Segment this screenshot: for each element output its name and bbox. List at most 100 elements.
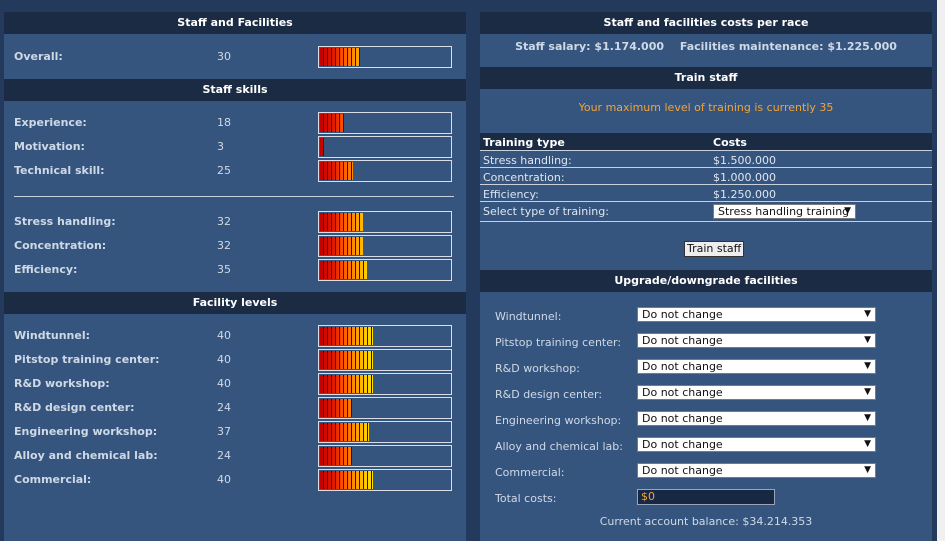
skill-row: Technical skill: 25 <box>4 160 466 182</box>
level-fill <box>320 114 344 132</box>
total-costs-row: Total costs: $0 <box>480 489 932 509</box>
facility-label: R&D design center: <box>14 401 135 414</box>
train-staff-button[interactable]: Train staff <box>684 241 745 257</box>
level-fill <box>320 327 373 345</box>
skill-value: 3 <box>217 140 224 153</box>
facility-value: 40 <box>217 377 231 390</box>
skill-row: Experience: 18 <box>4 112 466 134</box>
facility-change-select[interactable]: Do not change ▼ <box>637 385 876 400</box>
facility-row: Windtunnel: 40 <box>4 325 466 347</box>
facility-row: Commercial: 40 <box>4 469 466 491</box>
level-fill <box>320 261 367 279</box>
chevron-down-icon: ▼ <box>864 387 871 397</box>
facility-levels-header: Facility levels <box>4 292 466 314</box>
skill-label: Technical skill: <box>14 164 105 177</box>
training-type: Concentration: <box>483 171 565 184</box>
skill-level-bar <box>318 235 452 257</box>
facility-change-row: Alloy and chemical lab: Do not change ▼ <box>480 437 932 457</box>
training-cost: $1.500.000 <box>713 154 776 167</box>
skill-value: 32 <box>217 239 231 252</box>
select-training-label: Select type of training: <box>483 205 609 218</box>
page-scrollbar[interactable] <box>937 0 945 541</box>
facility-change-select[interactable]: Do not change ▼ <box>637 437 876 452</box>
facility-change-select[interactable]: Do not change ▼ <box>637 307 876 322</box>
level-fill <box>320 375 373 393</box>
facility-change-row: Windtunnel: Do not change ▼ <box>480 307 932 327</box>
training-notice: Your maximum level of training is curren… <box>578 101 834 114</box>
skill-level-bar <box>318 112 452 134</box>
training-type-header: Training type <box>483 136 565 149</box>
overall-row: Overall: 30 <box>4 46 466 68</box>
staff-facilities-panel: Staff and Facilities Overall: 30 Staff s… <box>4 12 466 541</box>
overall-level-bar <box>318 46 452 68</box>
facility-level-bar <box>318 469 452 491</box>
facility-row: Alloy and chemical lab: 24 <box>4 445 466 467</box>
facility-label: Alloy and chemical lab: <box>14 449 158 462</box>
level-fill <box>320 471 373 489</box>
facility-row: Engineering workshop: 37 <box>4 421 466 443</box>
facility-change-label: Windtunnel: <box>495 310 562 323</box>
level-fill <box>320 237 363 255</box>
facility-level-bar <box>318 397 452 419</box>
training-type-selected: Stress handling training <box>718 205 850 218</box>
facility-change-select[interactable]: Do not change ▼ <box>637 463 876 478</box>
skill-label: Experience: <box>14 116 87 129</box>
facility-change-value: Do not change <box>642 412 723 425</box>
chevron-down-icon: ▼ <box>864 309 871 319</box>
facility-change-value: Do not change <box>642 438 723 451</box>
costs-header: Staff and facilities costs per race <box>480 12 932 34</box>
training-row: Stress handling: $1.500.000 <box>480 151 932 168</box>
level-fill <box>320 423 369 441</box>
facility-change-row: Commercial: Do not change ▼ <box>480 463 932 483</box>
facility-change-select[interactable]: Do not change ▼ <box>637 359 876 374</box>
facility-row: R&D design center: 24 <box>4 397 466 419</box>
facility-level-bar <box>318 325 452 347</box>
costs-training-panel: Staff and facilities costs per race Staf… <box>480 12 932 541</box>
facility-label: Pitstop training center: <box>14 353 160 366</box>
facility-change-select[interactable]: Do not change ▼ <box>637 411 876 426</box>
staff-facilities-header: Staff and Facilities <box>4 12 466 34</box>
facility-value: 37 <box>217 425 231 438</box>
total-costs-field: $0 <box>637 489 775 505</box>
skill-label: Concentration: <box>14 239 107 252</box>
level-fill <box>320 447 352 465</box>
chevron-down-icon: ▼ <box>864 465 871 475</box>
facility-label: Commercial: <box>14 473 92 486</box>
costs-summary: Staff salary: $1.174.000 Facilities main… <box>480 40 932 53</box>
facility-change-row: R&D design center: Do not change ▼ <box>480 385 932 405</box>
facility-change-label: Engineering workshop: <box>495 414 622 427</box>
training-type: Stress handling: <box>483 154 572 167</box>
chevron-down-icon: ▼ <box>864 413 871 423</box>
facility-change-select[interactable]: Do not change ▼ <box>637 333 876 348</box>
facility-row: Pitstop training center: 40 <box>4 349 466 371</box>
chevron-down-icon: ▼ <box>844 206 851 216</box>
skill-row: Efficiency: 35 <box>4 259 466 281</box>
facility-label: Engineering workshop: <box>14 425 158 438</box>
account-balance: Current account balance: $34.214.353 <box>599 515 813 528</box>
facility-value: 40 <box>217 473 231 486</box>
skill-value: 35 <box>217 263 231 276</box>
training-row: Efficiency: $1.250.000 <box>480 185 932 202</box>
training-type-select[interactable]: Stress handling training ▼ <box>713 204 856 219</box>
facility-change-row: Engineering workshop: Do not change ▼ <box>480 411 932 431</box>
facility-level-bar <box>318 349 452 371</box>
training-select-row: Select type of training: Stress handling… <box>480 202 932 222</box>
level-fill <box>320 138 324 156</box>
level-fill <box>320 399 352 417</box>
skill-level-bar <box>318 211 452 233</box>
facility-change-row: Pitstop training center: Do not change ▼ <box>480 333 932 353</box>
skill-label: Efficiency: <box>14 263 78 276</box>
skill-value: 25 <box>217 164 231 177</box>
training-cost: $1.250.000 <box>713 188 776 201</box>
staff-skills-header: Staff skills <box>4 79 466 101</box>
skills-divider <box>14 196 454 197</box>
skill-row: Motivation: 3 <box>4 136 466 158</box>
skill-row: Concentration: 32 <box>4 235 466 257</box>
facility-change-label: Pitstop training center: <box>495 336 622 349</box>
skill-level-bar <box>318 160 452 182</box>
chevron-down-icon: ▼ <box>864 361 871 371</box>
training-row: Concentration: $1.000.000 <box>480 168 932 185</box>
skill-value: 18 <box>217 116 231 129</box>
facility-value: 24 <box>217 449 231 462</box>
facility-change-value: Do not change <box>642 360 723 373</box>
